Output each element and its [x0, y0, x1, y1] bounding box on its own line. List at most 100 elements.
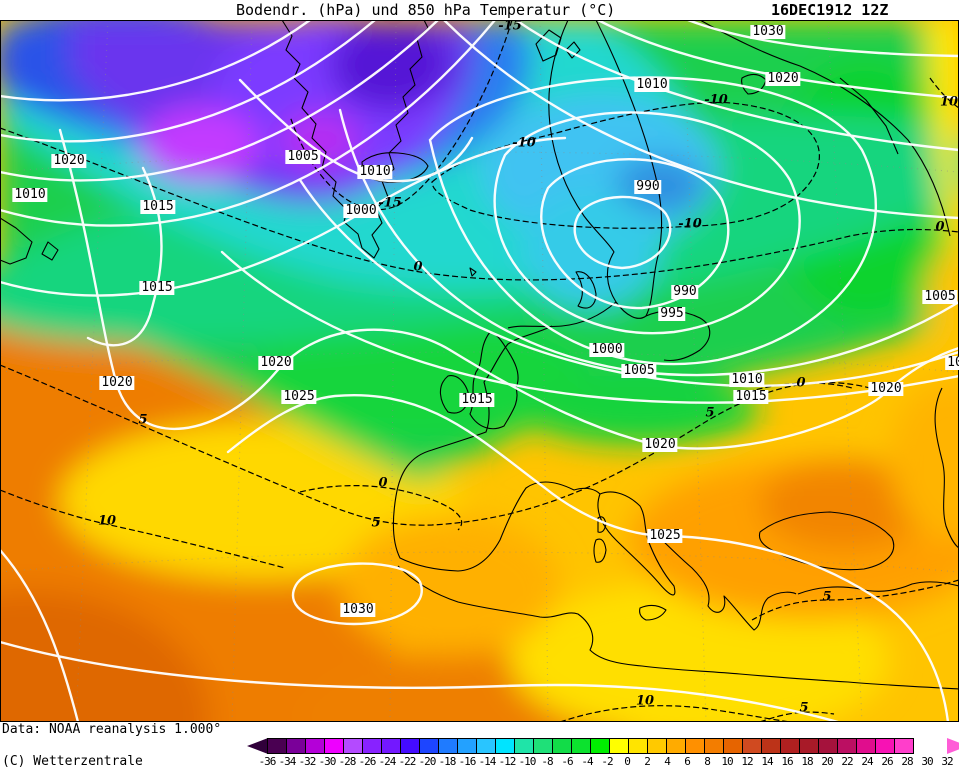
- temperature-label: 5: [799, 700, 809, 716]
- pressure-label: 1015: [733, 389, 769, 404]
- colorbar-tick: 26: [881, 755, 893, 768]
- page-title: Bodendr. (hPa) und 850 hPa Temperatur (°…: [236, 1, 616, 19]
- colorbar-left-arrow: [247, 738, 268, 754]
- pressure-label: 1010: [729, 372, 765, 387]
- colorbar-cell: [439, 738, 458, 754]
- colorbar-tick: -6: [561, 755, 573, 768]
- colorbar-cell: [648, 738, 667, 754]
- pressure-label: 1020: [765, 71, 801, 86]
- colorbar-cell: [781, 738, 800, 754]
- colorbar-cell: [572, 738, 591, 754]
- colorbar-tick: 2: [644, 755, 651, 768]
- footer: Data: NOAA reanalysis 1.000° (C) Wetterz…: [0, 722, 959, 770]
- colorbar-tick: -2: [601, 755, 613, 768]
- colorbar-cell: [287, 738, 306, 754]
- colorbar-tick: 28: [901, 755, 913, 768]
- colorbar-tick: 6: [684, 755, 691, 768]
- colorbar-tick: 8: [704, 755, 711, 768]
- colorbar-cell: [401, 738, 420, 754]
- pressure-label: 1015: [459, 392, 495, 407]
- contour-labels: 1020 1010 1015 1005 1010 1000 1015 1020 1020 1025…: [0, 20, 959, 722]
- colorbar-cell: [382, 738, 401, 754]
- pressure-label: 990: [634, 179, 662, 194]
- temperature-label: -10: [512, 135, 536, 151]
- colorbar-tick: -4: [581, 755, 593, 768]
- pressure-label: 1025: [281, 389, 317, 404]
- colorbar-tick: -30: [318, 755, 337, 768]
- temperature-label: 10: [635, 693, 655, 709]
- pressure-label: 1030: [750, 24, 786, 39]
- pressure-label: 1010: [634, 77, 670, 92]
- credit-data-source: Data: NOAA reanalysis 1.000°: [2, 722, 222, 737]
- pressure-label: 1010: [12, 187, 48, 202]
- pressure-label: 10: [945, 356, 959, 370]
- temperature-label: 10: [97, 513, 117, 529]
- colorbar-cell: [610, 738, 629, 754]
- colorbar-cell: [819, 738, 838, 754]
- colorbar-cell: [762, 738, 781, 754]
- colorbar-tick: -10: [518, 755, 537, 768]
- colorbar-tick: 22: [841, 755, 853, 768]
- temperature-label: 10: [939, 94, 959, 110]
- temperature-label: 5: [371, 515, 381, 531]
- temperature-label: 5: [822, 589, 832, 605]
- temperature-label: 0: [796, 375, 806, 391]
- colorbar-cell: [838, 738, 857, 754]
- pressure-label: 1015: [139, 280, 175, 295]
- colorbar-tick: 18: [801, 755, 813, 768]
- colorbar-tick: 20: [821, 755, 833, 768]
- colorbar-cell: [591, 738, 610, 754]
- colorbar-cell: [325, 738, 344, 754]
- colorbar-tick: -32: [298, 755, 317, 768]
- colorbar-right-arrow: [947, 738, 959, 754]
- colorbar-tick: 4: [664, 755, 671, 768]
- map-canvas: [0, 20, 959, 722]
- colorbar-tick: -8: [541, 755, 553, 768]
- colorbar-tick: 30: [921, 755, 933, 768]
- pressure-label: 1000: [343, 203, 379, 218]
- colorbar-tick: 16: [781, 755, 793, 768]
- pressure-label: 1030: [340, 602, 376, 617]
- temperature-label: 0: [378, 475, 388, 491]
- colorbar-cell: [743, 738, 762, 754]
- pressure-label: 1000: [589, 342, 625, 357]
- colorbar-tick: 10: [721, 755, 733, 768]
- colorbar-tick: 24: [861, 755, 873, 768]
- colorbar-cell: [686, 738, 705, 754]
- pressure-label: 1010: [357, 164, 393, 179]
- pressure-label: 1020: [868, 381, 904, 396]
- pressure-label: 1005: [621, 363, 657, 378]
- temperature-label: 0: [935, 219, 945, 235]
- map-datetime: 16DEC1912 12Z: [771, 1, 889, 19]
- coastlines: [0, 20, 959, 690]
- pressure-label: 995: [658, 306, 686, 321]
- temperature-field: [0, 20, 959, 722]
- colorbar-cell: [629, 738, 648, 754]
- credits: Data: NOAA reanalysis 1.000° (C) Wetterz…: [2, 722, 221, 770]
- colorbar-tick: 14: [761, 755, 773, 768]
- colorbar-cells: [267, 738, 914, 754]
- title-bar: Bodendr. (hPa) und 850 hPa Temperatur (°…: [0, 0, 959, 20]
- colorbar-cell: [667, 738, 686, 754]
- weather-map: 1020 1010 1015 1005 1010 1000 1015 1020 1020 1025…: [0, 20, 959, 722]
- colorbar-tick: -14: [478, 755, 497, 768]
- colorbar-cell: [857, 738, 876, 754]
- colorbar-tick: -34: [278, 755, 297, 768]
- colorbar-tick: -12: [498, 755, 517, 768]
- temperature-label: -10: [678, 216, 702, 232]
- pressure-label: 1005: [922, 289, 958, 304]
- colorbar-cell: [344, 738, 363, 754]
- temperature-label: 5: [705, 405, 715, 421]
- pressure-label: 990: [671, 284, 699, 299]
- colorbar-tick: -22: [398, 755, 417, 768]
- colorbar-tick: -16: [458, 755, 477, 768]
- colorbar-cell: [306, 738, 325, 754]
- temperature-label: -15: [378, 195, 402, 211]
- colorbar-cell: [420, 738, 439, 754]
- pressure-label: 1025: [647, 528, 683, 543]
- colorbar-tick: -28: [338, 755, 357, 768]
- temperature-label: -15: [498, 20, 522, 34]
- colorbar-tick: -36: [258, 755, 277, 768]
- colorbar-cell: [553, 738, 572, 754]
